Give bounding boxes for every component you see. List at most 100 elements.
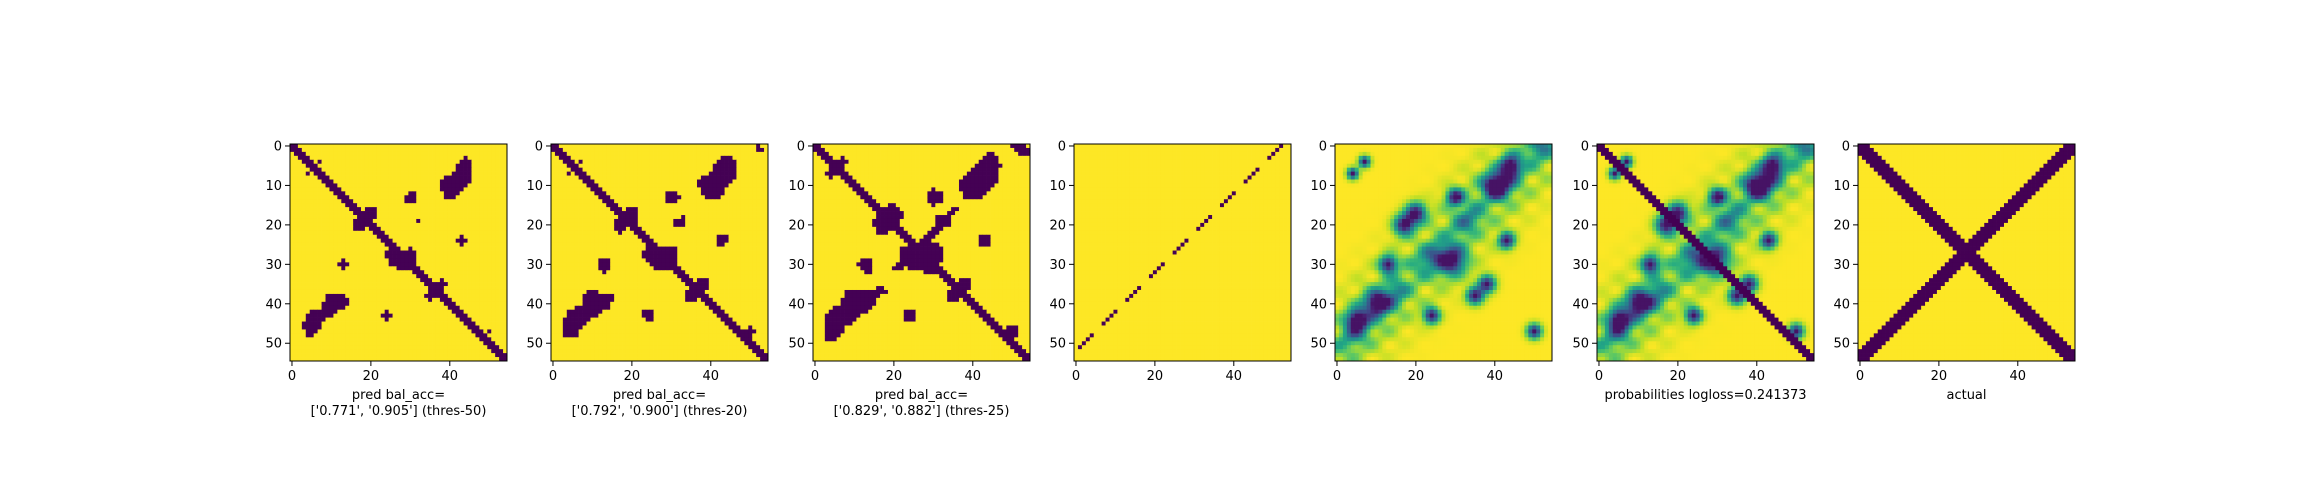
heatmap-cell — [571, 215, 575, 219]
heatmap-cell — [428, 353, 432, 357]
heatmap-cell — [393, 298, 397, 302]
heatmap-cell — [752, 168, 756, 172]
heatmap-cell — [499, 148, 503, 152]
heatmap-cell — [381, 231, 385, 235]
heatmap-cell — [729, 195, 733, 199]
heatmap-cell — [685, 180, 689, 184]
heatmap-cell — [444, 318, 448, 322]
heatmap-cell — [464, 223, 468, 227]
heatmap-cell — [598, 231, 602, 235]
heatmap-cell — [475, 148, 479, 152]
heatmap-cell — [713, 231, 717, 235]
heatmap-cell — [341, 223, 345, 227]
heatmap-cell — [658, 239, 662, 243]
heatmap-cell — [420, 187, 424, 191]
heatmap-cell — [428, 333, 432, 337]
heatmap-cell — [650, 262, 654, 266]
heatmap-cell — [385, 195, 389, 199]
heatmap-cell — [475, 314, 479, 318]
heatmap-cell — [579, 254, 583, 258]
heatmap-cell — [302, 187, 306, 191]
heatmap-cell — [583, 152, 587, 156]
heatmap-cell — [736, 274, 740, 278]
heatmap-cell — [290, 176, 294, 180]
heatmap-cell — [479, 353, 483, 357]
heatmap-cell — [306, 353, 310, 357]
heatmap-cell — [756, 183, 760, 187]
heatmap-cell — [369, 349, 373, 353]
heatmap-cell — [424, 262, 428, 266]
heatmap-cell — [736, 219, 740, 223]
heatmap-cell — [424, 294, 428, 298]
heatmap-cell — [487, 219, 491, 223]
heatmap-cell — [729, 227, 733, 231]
heatmap-cell — [373, 290, 377, 294]
heatmap-cell — [357, 251, 361, 255]
heatmap-cell — [669, 168, 673, 172]
heatmap-cell — [329, 247, 333, 251]
heatmap-cell — [436, 302, 440, 306]
heatmap-cell — [689, 239, 693, 243]
heatmap-cell — [329, 180, 333, 184]
heatmap-cell — [290, 254, 294, 258]
heatmap-cell — [626, 156, 630, 160]
heatmap-cell — [444, 322, 448, 326]
heatmap-cell — [353, 160, 357, 164]
heatmap-cell — [314, 329, 318, 333]
heatmap-cell — [744, 247, 748, 251]
heatmap-cell — [571, 278, 575, 282]
heatmap-cell — [567, 219, 571, 223]
heatmap-cell — [760, 187, 764, 191]
heatmap-cell — [475, 227, 479, 231]
heatmap-cell — [479, 258, 483, 262]
heatmap-cell — [475, 310, 479, 314]
heatmap-cell — [302, 152, 306, 156]
heatmap-cell — [721, 187, 725, 191]
heatmap-cell — [638, 223, 642, 227]
heatmap-cell — [444, 314, 448, 318]
heatmap-cell — [436, 199, 440, 203]
heatmap-cell — [583, 144, 587, 148]
heatmap-cell — [697, 270, 701, 274]
heatmap-cell — [310, 160, 314, 164]
heatmap-cell — [602, 172, 606, 176]
heatmap-cell — [491, 302, 495, 306]
heatmap-cell — [298, 223, 302, 227]
heatmap-cell — [756, 187, 760, 191]
heatmap-cell — [329, 254, 333, 258]
heatmap-cell — [448, 195, 452, 199]
heatmap-cell — [669, 231, 673, 235]
heatmap-cell — [389, 156, 393, 160]
heatmap-cell — [744, 172, 748, 176]
heatmap-cell — [685, 231, 689, 235]
heatmap-cell — [491, 353, 495, 357]
heatmap-cell — [642, 223, 646, 227]
heatmap-cell — [302, 207, 306, 211]
heatmap-cell — [555, 156, 559, 160]
heatmap-cell — [452, 306, 456, 310]
heatmap-cell — [654, 183, 658, 187]
heatmap-cell — [658, 187, 662, 191]
heatmap-cell — [579, 168, 583, 172]
heatmap-cell — [436, 172, 440, 176]
heatmap-cell — [594, 262, 598, 266]
heatmap-cell — [487, 168, 491, 172]
heatmap-cell — [587, 247, 591, 251]
heatmap-cell — [760, 172, 764, 176]
heatmap-cell — [475, 219, 479, 223]
heatmap-cell — [559, 251, 563, 255]
heatmap-cell — [491, 183, 495, 187]
heatmap-cell — [318, 325, 322, 329]
heatmap-cell — [725, 239, 729, 243]
heatmap-cell — [416, 176, 420, 180]
heatmap-cell — [713, 152, 717, 156]
heatmap-cell — [642, 180, 646, 184]
heatmap-cell — [416, 251, 420, 255]
heatmap-cell — [408, 290, 412, 294]
heatmap-cell — [404, 235, 408, 239]
heatmap-cell — [661, 211, 665, 215]
heatmap-cell — [760, 243, 764, 247]
heatmap-cell — [440, 349, 444, 353]
heatmap-cell — [290, 302, 294, 306]
heatmap-cell — [389, 176, 393, 180]
